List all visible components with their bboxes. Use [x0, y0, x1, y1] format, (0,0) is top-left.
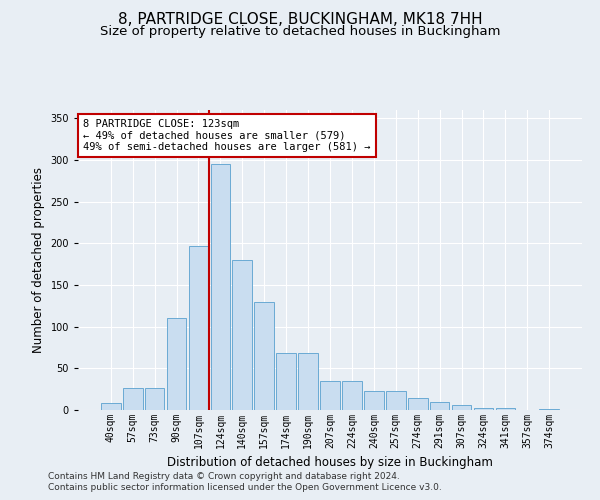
Bar — [254, 302, 274, 410]
Bar — [101, 404, 121, 410]
Bar — [386, 391, 406, 410]
Bar — [232, 260, 252, 410]
Text: 8 PARTRIDGE CLOSE: 123sqm
← 49% of detached houses are smaller (579)
49% of semi: 8 PARTRIDGE CLOSE: 123sqm ← 49% of detac… — [83, 119, 371, 152]
Bar — [320, 381, 340, 410]
Bar — [452, 405, 472, 410]
Bar — [188, 246, 208, 410]
Text: Contains HM Land Registry data © Crown copyright and database right 2024.: Contains HM Land Registry data © Crown c… — [48, 472, 400, 481]
Bar — [276, 354, 296, 410]
Bar — [496, 408, 515, 410]
X-axis label: Distribution of detached houses by size in Buckingham: Distribution of detached houses by size … — [167, 456, 493, 469]
Text: Contains public sector information licensed under the Open Government Licence v3: Contains public sector information licen… — [48, 484, 442, 492]
Bar — [145, 388, 164, 410]
Y-axis label: Number of detached properties: Number of detached properties — [32, 167, 45, 353]
Bar — [408, 398, 428, 410]
Bar — [211, 164, 230, 410]
Bar — [123, 388, 143, 410]
Bar — [167, 318, 187, 410]
Bar — [430, 402, 449, 410]
Bar — [342, 381, 362, 410]
Bar — [364, 391, 384, 410]
Bar — [539, 409, 559, 410]
Text: Size of property relative to detached houses in Buckingham: Size of property relative to detached ho… — [100, 25, 500, 38]
Bar — [298, 354, 318, 410]
Bar — [473, 408, 493, 410]
Text: 8, PARTRIDGE CLOSE, BUCKINGHAM, MK18 7HH: 8, PARTRIDGE CLOSE, BUCKINGHAM, MK18 7HH — [118, 12, 482, 28]
